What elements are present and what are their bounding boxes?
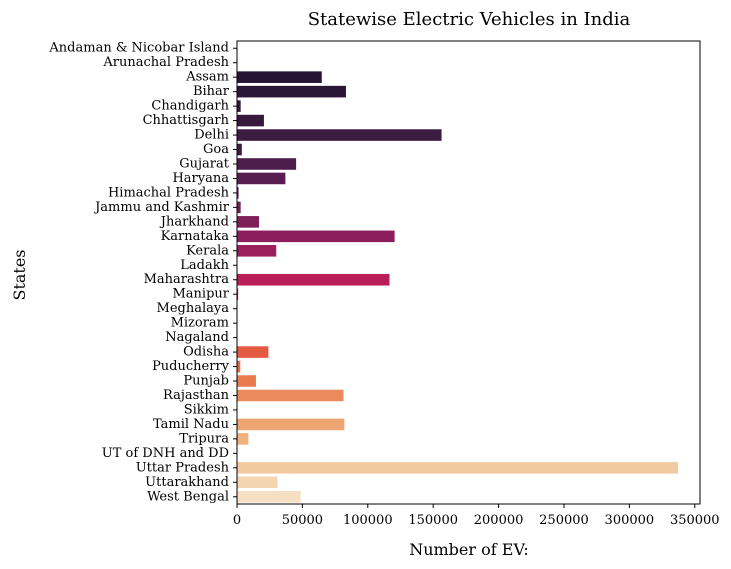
- y-tick-label: Kerala: [186, 243, 229, 258]
- bar: [237, 187, 239, 199]
- bar: [237, 490, 301, 503]
- bar: [237, 143, 242, 156]
- y-tick-label: Manipur: [172, 287, 229, 302]
- y-tick-label: Chhattisgarh: [143, 113, 230, 128]
- bar: [237, 129, 442, 141]
- y-tick-label: Maharashtra: [144, 272, 230, 287]
- bar: [237, 346, 269, 358]
- y-tick-label: Himachal Pradesh: [108, 185, 230, 200]
- x-tick-label: 200000: [474, 513, 524, 528]
- bar: [237, 418, 345, 431]
- bar: [237, 433, 249, 445]
- y-tick-label: Delhi: [194, 128, 229, 143]
- y-tick-label: Odisha: [183, 345, 229, 360]
- chart-title: Statewise Electric Vehicles in India: [308, 9, 631, 30]
- x-tick-label: 300000: [605, 513, 655, 528]
- bar: [237, 462, 679, 474]
- bar: [237, 216, 259, 228]
- y-tick-label: Uttarakhand: [145, 475, 229, 490]
- bar: [237, 360, 241, 373]
- y-tick-label: Gujarat: [179, 156, 230, 171]
- y-axis-label: States: [10, 249, 29, 300]
- y-tick-label: UT of DNH and DD: [102, 446, 229, 461]
- y-tick-label: Bihar: [193, 84, 230, 99]
- bar: [237, 71, 322, 83]
- bar: [237, 375, 256, 387]
- y-tick-label: Chandigarh: [151, 99, 229, 114]
- y-tick-label: Ladakh: [180, 258, 229, 273]
- bar: [237, 389, 344, 402]
- x-tick-label: 100000: [343, 513, 393, 528]
- y-tick-label: Assam: [185, 70, 229, 85]
- bar: [237, 85, 346, 98]
- y-tick-label: Meghalaya: [157, 301, 230, 316]
- y-tick-label: Rajasthan: [163, 388, 230, 403]
- y-tick-label: Sikkim: [184, 402, 229, 417]
- y-tick-label: Jammu and Kashmir: [93, 200, 230, 215]
- x-axis-label: Number of EV:: [409, 540, 529, 559]
- bar: [237, 172, 286, 185]
- y-tick-label: Puducherry: [152, 359, 230, 374]
- y-tick-label: Tripura: [179, 431, 229, 446]
- y-tick-label: Jharkhand: [159, 214, 229, 229]
- x-tick-label: 50000: [282, 513, 323, 528]
- y-tick-label: Nagaland: [165, 330, 229, 345]
- y-tick-label: Karnataka: [161, 229, 230, 244]
- bar: [237, 288, 239, 300]
- bar: [237, 476, 278, 489]
- y-tick-label: Haryana: [172, 171, 229, 186]
- y-tick-label: Andaman & Nicobar Island: [48, 41, 229, 56]
- x-tick-label: 0: [233, 513, 241, 528]
- bar: [237, 158, 297, 170]
- x-tick-label: 150000: [408, 513, 458, 528]
- bar: [237, 100, 241, 112]
- y-tick-label: Goa: [203, 142, 229, 157]
- y-tick-label: Arunachal Pradesh: [102, 55, 229, 70]
- y-tick-label: Mizoram: [171, 316, 229, 331]
- x-tick-label: 350000: [670, 513, 720, 528]
- bar: [237, 273, 390, 286]
- bars-group: [237, 42, 679, 503]
- bar: [237, 230, 395, 243]
- bar: [237, 201, 241, 214]
- y-tick-label: West Bengal: [147, 489, 229, 504]
- x-ticks: 0 50000 100000 150000 200000 250000 300000 3500…: [233, 504, 720, 528]
- y-tick-label: Punjab: [183, 374, 229, 389]
- bar: [237, 114, 264, 127]
- bar: [237, 245, 277, 257]
- y-tick-label: Uttar Pradesh: [136, 460, 230, 475]
- y-tick-label: Tamil Nadu: [153, 417, 229, 432]
- x-tick-label: 250000: [539, 513, 589, 528]
- plot-frame: [236, 40, 701, 505]
